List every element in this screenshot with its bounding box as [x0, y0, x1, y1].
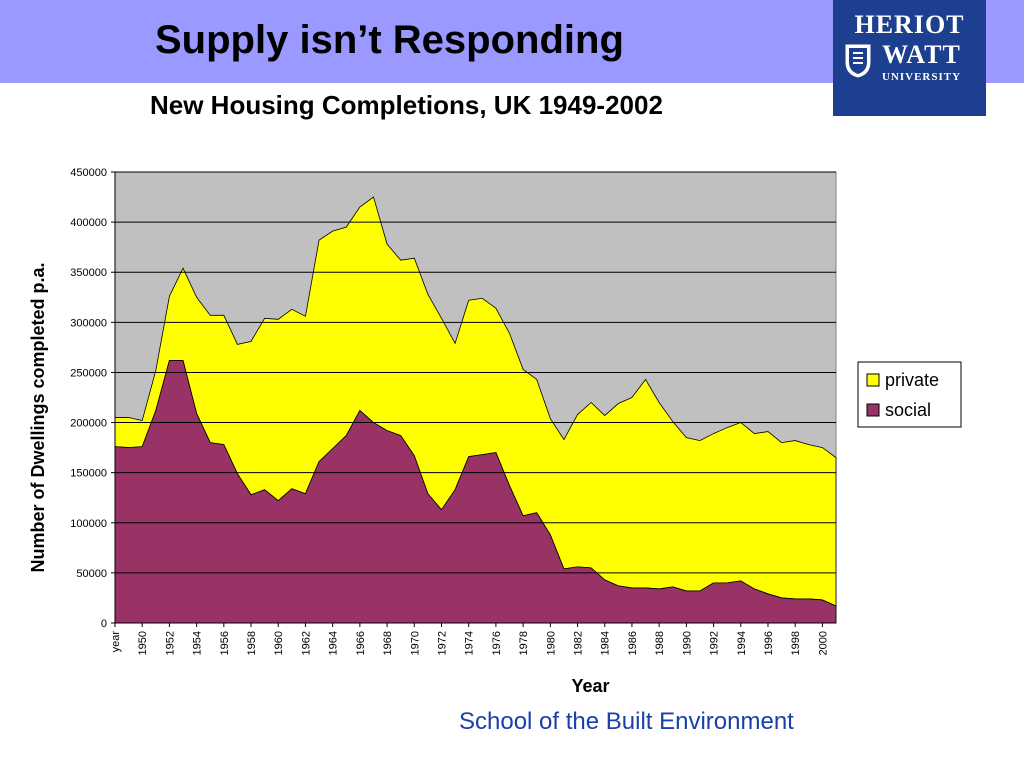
- logo-text-watt: WATT: [882, 40, 961, 69]
- legend-swatch-private: [866, 373, 880, 387]
- y-tick-label: 250000: [70, 367, 107, 379]
- x-tick-label: 1982: [573, 631, 585, 655]
- y-tick-label: 400000: [70, 217, 107, 229]
- x-tick-label: 1952: [164, 631, 176, 655]
- x-tick-label: 1978: [518, 631, 530, 655]
- x-tick-label: 1998: [790, 631, 802, 655]
- x-tick-label: 1954: [192, 631, 204, 655]
- x-tick-label: 1974: [464, 631, 476, 655]
- x-tick-label: 1964: [328, 631, 340, 655]
- legend-label-social: social: [885, 400, 931, 420]
- x-tick-label: 2000: [817, 631, 829, 655]
- university-logo: HERIOT WATT UNIVERSITY: [833, 0, 986, 116]
- slide-title: Supply isn’t Responding: [155, 18, 624, 62]
- university-crest-icon: [845, 44, 871, 78]
- y-tick-label: 50000: [76, 568, 107, 580]
- x-tick-label: 1968: [382, 631, 394, 655]
- y-tick-label: 450000: [70, 167, 107, 179]
- chart-title: New Housing Completions, UK 1949-2002: [150, 90, 663, 120]
- y-tick-label: 350000: [70, 267, 107, 279]
- x-tick-label: year: [110, 631, 122, 653]
- x-tick-label: 1984: [600, 631, 612, 655]
- x-tick-label: 1996: [763, 631, 775, 655]
- x-tick-label: 1980: [545, 631, 557, 655]
- x-tick-label: 1958: [246, 631, 258, 655]
- x-tick-label: 1972: [436, 631, 448, 655]
- logo-text-heriot: HERIOT: [854, 10, 965, 39]
- x-tick-label: 1986: [627, 631, 639, 655]
- x-tick-label: 1994: [736, 631, 748, 655]
- legend-label-private: private: [885, 370, 939, 390]
- x-tick-label: 1966: [355, 631, 367, 655]
- x-tick-label: 1970: [409, 631, 421, 655]
- x-tick-label: 1992: [709, 631, 721, 655]
- x-tick-label: 1956: [219, 631, 231, 655]
- y-tick-label: 200000: [70, 418, 107, 430]
- y-tick-label: 0: [101, 618, 107, 630]
- legend-swatch-social: [866, 403, 880, 417]
- x-tick-label: 1988: [654, 631, 666, 655]
- housing-completions-chart: 0 50000 100000 150000 200000 250000 300000 3500…: [28, 167, 962, 696]
- y-tick-label: 150000: [70, 468, 107, 480]
- logo-text-university: UNIVERSITY: [881, 71, 962, 83]
- y-tick-label: 300000: [70, 317, 107, 329]
- x-tick-label: 1990: [681, 631, 693, 655]
- x-tick-label: 1976: [491, 631, 503, 655]
- series-social-area: [114, 360, 837, 624]
- y-axis-title: Number of Dwellings completed p.a.: [28, 262, 48, 572]
- x-axis-title: Year: [571, 676, 609, 696]
- x-tick-label: 1950: [137, 631, 149, 655]
- footer-text: School of the Built Environment: [459, 708, 794, 735]
- y-tick-label: 100000: [70, 518, 107, 530]
- x-tick-label: 1962: [300, 631, 312, 655]
- x-tick-label: 1960: [273, 631, 285, 655]
